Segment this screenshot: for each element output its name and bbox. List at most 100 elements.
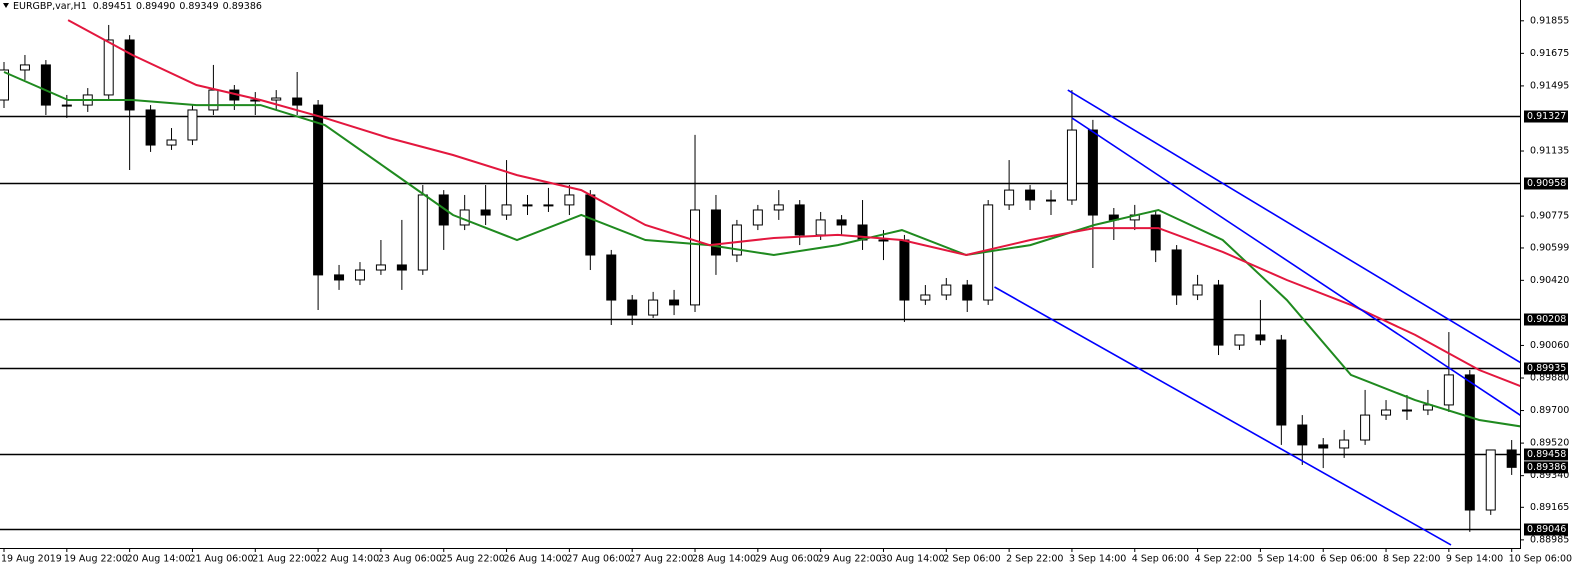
level-label-box [1524,362,1568,375]
candle-body [501,204,512,216]
level-label-box [1524,313,1568,326]
x-tick-label: 4 Sep 06:00 [1132,554,1189,565]
x-tick-label: 6 Sep 06:00 [1320,554,1377,565]
candle-body [61,104,72,107]
high-price: 0.89490 [136,1,175,12]
candle-body [899,239,910,301]
open-price: 0.89451 [93,1,132,12]
level-label-box [1524,523,1568,536]
candle-body [1401,409,1412,412]
candle-body [941,284,952,296]
trend-line [994,286,1452,546]
candle-body [1381,409,1392,416]
candle-body [1066,129,1077,201]
low-price: 0.89349 [179,1,218,12]
candle-body [103,39,114,96]
y-tick-label: 0.91855 [1530,15,1569,26]
symbol: EURGBP,var,H1 [13,1,87,12]
x-tick-label: 5 Sep 14:00 [1257,554,1314,565]
candle-body [836,219,847,226]
candle-body [1213,284,1224,346]
candle-body [354,269,365,281]
candle-body [438,194,449,226]
chart-header: EURGBP,var,H1 0.89451 0.89490 0.89349 0.8938… [13,1,262,12]
x-tick-label: 27 Aug 06:00 [566,554,630,565]
y-tick-label: 0.90599 [1530,242,1569,253]
candle-body [585,194,596,256]
x-tick-label: 21 Aug 22:00 [252,554,316,565]
header: EURGBP,var,H1 0.89451 0.89490 0.89349 0.8938… [3,1,262,12]
level-label: 0.90958 [1527,178,1566,189]
y-tick-label: 0.89340 [1530,470,1569,481]
candle-body [292,97,303,106]
candle-body [606,254,617,301]
candle-body [1192,284,1203,296]
candle-body [648,299,659,316]
level-label-box [1524,110,1568,123]
candle-body [962,284,973,301]
x-tick-label: 19 Aug 2019 [1,554,62,565]
x-tick-label: 27 Aug 22:00 [629,554,693,565]
candle-body [1339,439,1350,449]
candle-body [752,209,763,226]
candle-body [40,64,51,106]
candle-body [313,104,324,276]
candle-body [271,97,282,101]
level-label: 0.89046 [1527,524,1566,535]
candle-body [1004,189,1015,206]
candle-body [1443,374,1454,406]
x-tick-label: 2 Sep 06:00 [943,554,1000,565]
level-label: 0.89935 [1527,363,1566,374]
candle-body [124,39,135,111]
trend-line [1067,89,1520,364]
candle-body [1234,334,1245,346]
candle-body [480,209,491,216]
candle-body [1464,374,1475,511]
candle-body [1318,444,1329,449]
candle-body [1485,449,1496,511]
x-tick-label: 28 Aug 14:00 [692,554,756,565]
candle-body [1297,424,1308,446]
level-label: 0.89458 [1527,449,1566,460]
x-tick-label: 20 Aug 14:00 [127,554,191,565]
y-tick-label: 0.91135 [1530,146,1569,157]
candle-body [1506,449,1517,468]
candle-body [1150,214,1161,251]
y-tick-label: 0.88985 [1530,534,1569,545]
candle-body [669,299,680,306]
candle-body [1087,129,1098,216]
trend-line [1071,117,1520,416]
x-tick-label: 10 Sep 06:00 [1509,554,1572,565]
candle-body [543,204,554,207]
current-price-label: 0.89386 [1527,462,1566,473]
candle-body [920,294,931,301]
x-tick-label: 29 Aug 22:00 [818,554,882,565]
level-label-box [1524,448,1568,461]
candle-body [710,209,721,256]
plot-area [0,19,1520,546]
x-tick-label: 30 Aug 14:00 [880,554,944,565]
candle-body [1171,249,1182,296]
candle-body [396,264,407,271]
candle-body [794,204,805,236]
candle-body [731,224,742,256]
candle-body [334,274,345,281]
x-tick-label: 29 Aug 06:00 [755,554,819,565]
candle-body [690,209,701,306]
candle-body [1360,414,1371,441]
y-tick-label: 0.91675 [1530,48,1569,59]
y-tick-label: 0.89165 [1530,502,1569,513]
level-label: 0.90208 [1527,314,1566,325]
level-layer [0,115,1520,531]
candle-body [187,109,198,141]
candle-body [522,204,533,207]
candle-body [773,204,784,211]
x-tick-label: 21 Aug 06:00 [189,554,253,565]
close-price: 0.89386 [223,1,262,12]
y-tick-label: 0.90060 [1530,340,1569,351]
candle-body [19,64,30,71]
candle-body [1255,334,1266,341]
